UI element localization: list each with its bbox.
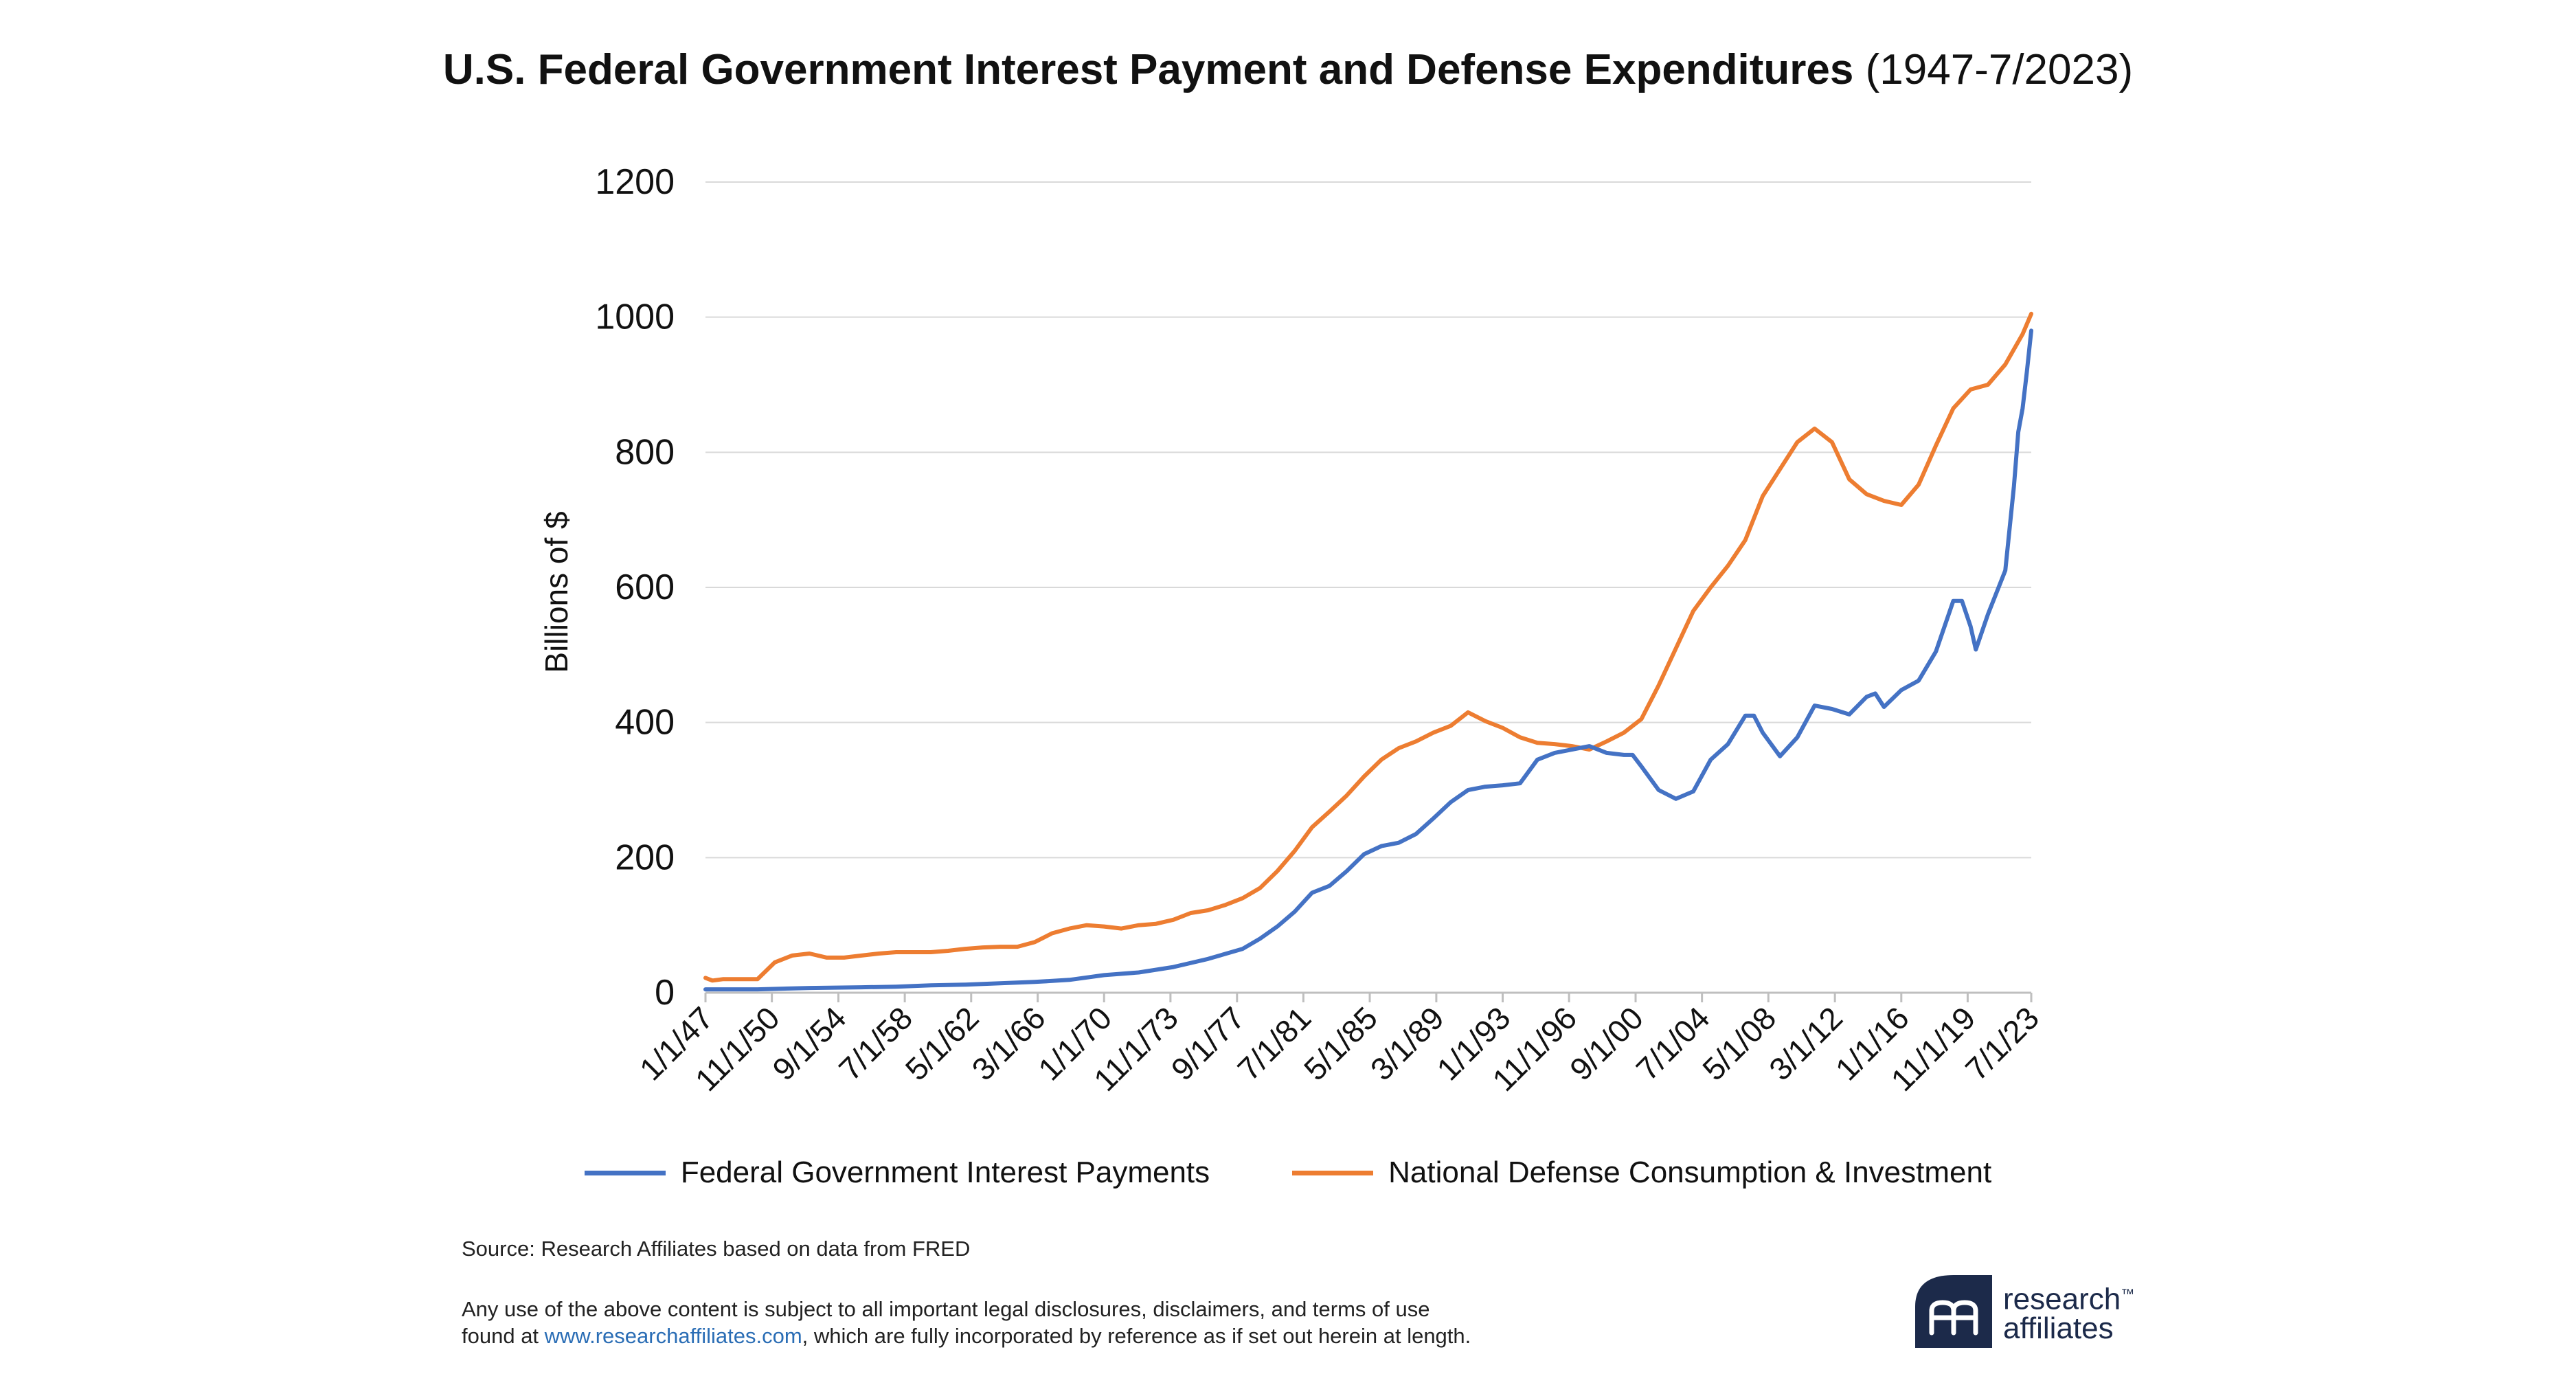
disclaimer-suffix: , which are fully incorporated by refere… bbox=[802, 1324, 1471, 1348]
disclaimer-prefix: found at bbox=[462, 1324, 545, 1348]
disclaimer-line-1: Any use of the above content is subject … bbox=[462, 1297, 1430, 1321]
chart-title-date-range: (1947-7/2023) bbox=[1853, 46, 2134, 93]
x-tick-label-7-1-23: 7/1/23 bbox=[1958, 1000, 2046, 1087]
x-tick-label-5-1-62: 5/1/62 bbox=[899, 1000, 986, 1087]
gridlines bbox=[705, 181, 2031, 859]
research-affiliates-logo: research™ affiliates bbox=[1915, 1275, 2134, 1348]
y-tick-label-1000: 1000 bbox=[595, 297, 675, 337]
y-tick-label-1200: 1200 bbox=[595, 162, 675, 202]
x-tick-label-9-1-77: 9/1/77 bbox=[1164, 1000, 1252, 1087]
series-lines bbox=[703, 311, 2033, 992]
series-line-federal-government-interest-payments bbox=[703, 328, 2033, 992]
y-tick-label-600: 600 bbox=[615, 567, 675, 607]
y-axis-label: Billions of $ bbox=[539, 511, 574, 673]
y-tick-label-0: 0 bbox=[655, 973, 675, 1013]
logo-mark-icon bbox=[1915, 1275, 1992, 1348]
y-tick-label-800: 800 bbox=[615, 432, 675, 472]
x-tick-label-7-1-58: 7/1/58 bbox=[832, 1000, 919, 1087]
logo-wordmark: research™ affiliates bbox=[2003, 1280, 2134, 1343]
x-tick-label-7-1-04: 7/1/04 bbox=[1629, 1000, 1717, 1087]
legend-label-interest: Federal Government Interest Payments bbox=[680, 1156, 1210, 1189]
y-axis-tick-labels: 0 200 400 600 800 1000 1200 bbox=[595, 162, 675, 1013]
website-link[interactable]: www.researchaffiliates.com bbox=[544, 1324, 802, 1348]
x-tick-label-3-1-12: 3/1/12 bbox=[1762, 1000, 1849, 1087]
disclaimer-line-2: found at www.researchaffiliates.com, whi… bbox=[462, 1322, 1767, 1349]
logo-trademark: ™ bbox=[2121, 1287, 2135, 1303]
x-tick-label-3-1-66: 3/1/66 bbox=[964, 1000, 1052, 1087]
source-note: Source: Research Affiliates based on dat… bbox=[462, 1237, 971, 1261]
line-chart: 0 200 400 600 800 1000 1200 1/1/4711/1/509/1/5… bbox=[539, 162, 2046, 1098]
x-tick-label-3-1-89: 3/1/89 bbox=[1364, 1000, 1451, 1087]
chart-legend: Federal Government Interest Payments Nat… bbox=[0, 1156, 2576, 1190]
legend-item-defense: National Defense Consumption & Investmen… bbox=[1292, 1156, 1991, 1190]
x-tick-label-5-1-85: 5/1/85 bbox=[1297, 1000, 1384, 1087]
legend-swatch-defense bbox=[1292, 1170, 1374, 1175]
x-tick-label-5-1-08: 5/1/08 bbox=[1695, 1000, 1783, 1087]
y-tick-label-400: 400 bbox=[615, 703, 675, 743]
logo-text-affiliates: affiliates bbox=[2003, 1311, 2114, 1345]
x-axis bbox=[704, 991, 2033, 1002]
y-tick-label-200: 200 bbox=[615, 837, 675, 877]
x-tick-label-9-1-54: 9/1/54 bbox=[765, 1000, 852, 1087]
legend-item-interest: Federal Government Interest Payments bbox=[584, 1156, 1210, 1190]
legend-swatch-interest bbox=[584, 1170, 666, 1175]
x-tick-label-9-1-00: 9/1/00 bbox=[1563, 1000, 1650, 1087]
x-tick-label-7-1-81: 7/1/81 bbox=[1230, 1000, 1318, 1087]
legend-label-defense: National Defense Consumption & Investmen… bbox=[1388, 1156, 1992, 1189]
logo-text-research: research bbox=[2003, 1282, 2121, 1316]
chart-title-main: U.S. Federal Government Interest Payment… bbox=[442, 46, 1854, 93]
chart-title: U.S. Federal Government Interest Payment… bbox=[0, 45, 2576, 94]
disclaimer: Any use of the above content is subject … bbox=[462, 1296, 1767, 1349]
series-line-national-defense-consumption-investment bbox=[703, 311, 2033, 983]
x-axis-tick-labels: 1/1/4711/1/509/1/547/1/585/1/623/1/661/1… bbox=[633, 1000, 2046, 1098]
